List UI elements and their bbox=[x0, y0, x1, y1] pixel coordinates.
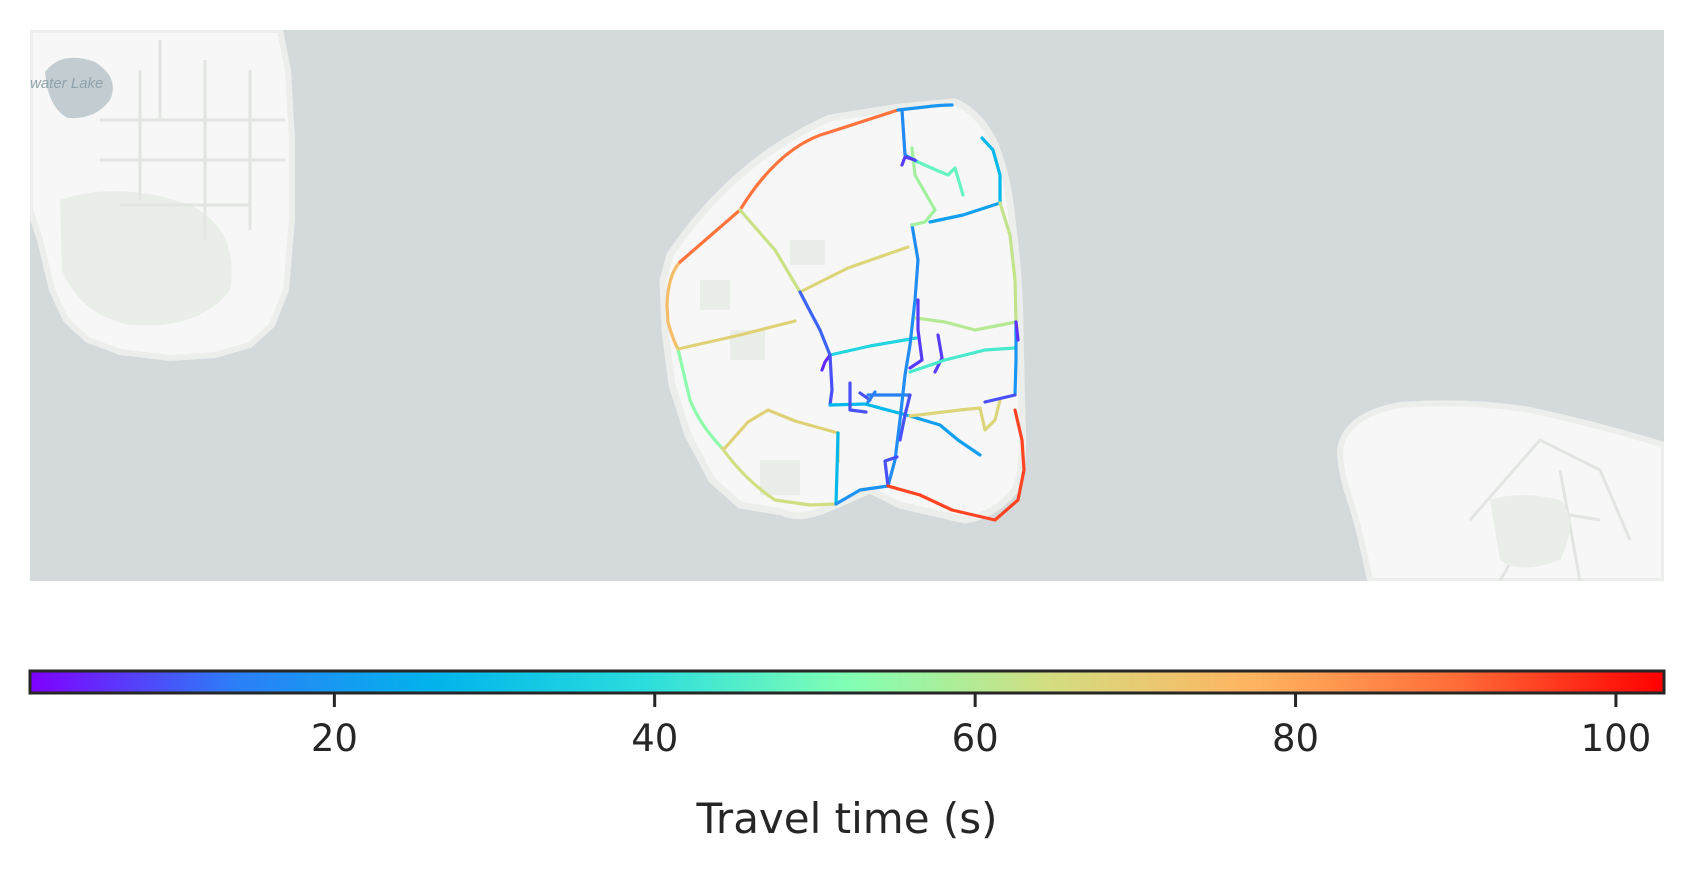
network-edge bbox=[933, 333, 944, 374]
network-edge bbox=[900, 155, 917, 167]
colorbar-tick-label: 80 bbox=[1272, 717, 1319, 760]
network-edge bbox=[665, 260, 682, 351]
network-edge bbox=[928, 201, 1002, 224]
network-edge bbox=[820, 353, 832, 372]
network-edge bbox=[678, 108, 900, 264]
network-edge bbox=[828, 353, 834, 407]
colorbar-gradient bbox=[28, 669, 1666, 695]
right-park-area bbox=[1490, 495, 1570, 568]
colorbar-tick-label: 60 bbox=[952, 717, 999, 760]
network-edge bbox=[910, 146, 937, 227]
network-edge bbox=[883, 455, 899, 488]
network-edge bbox=[898, 393, 912, 442]
network-edge bbox=[983, 393, 1017, 404]
right-island bbox=[1336, 400, 1664, 581]
network-edge bbox=[828, 336, 918, 357]
network-edge bbox=[834, 431, 840, 506]
network-edge bbox=[676, 319, 797, 351]
colorbar: 20 40 60 80 100 Travel time (s) bbox=[28, 669, 1666, 843]
network-edge bbox=[834, 484, 890, 506]
network-edge bbox=[720, 446, 838, 507]
network-edge bbox=[798, 245, 910, 294]
colorbar-ticks: 20 40 60 80 100 bbox=[311, 693, 1651, 760]
network-edge bbox=[914, 316, 1018, 332]
lake-label: water Lake bbox=[30, 75, 103, 92]
network-edge bbox=[908, 414, 982, 457]
network-edge bbox=[886, 223, 920, 488]
road-network bbox=[665, 103, 1026, 522]
network-edge bbox=[908, 346, 1017, 374]
colorbar-tick-label: 100 bbox=[1581, 717, 1652, 760]
network-edge bbox=[908, 298, 924, 370]
network-edge bbox=[998, 201, 1018, 324]
network-edge bbox=[828, 402, 912, 418]
colorbar-tick-label: 40 bbox=[631, 717, 678, 760]
colorbar-tick-label: 20 bbox=[311, 717, 358, 760]
network-edge bbox=[896, 103, 954, 112]
network-edge bbox=[886, 408, 1026, 522]
left-island-roads bbox=[100, 40, 285, 240]
network-edge bbox=[908, 398, 1002, 432]
network-edge bbox=[676, 347, 724, 450]
lake-area bbox=[45, 57, 113, 119]
network-edge bbox=[723, 408, 840, 450]
colorbar-label: Travel time (s) bbox=[695, 794, 997, 843]
network-edge bbox=[798, 290, 832, 357]
network-edge bbox=[1014, 320, 1020, 342]
network-edge bbox=[980, 136, 1002, 205]
basemap: water Lake bbox=[30, 30, 1664, 581]
network-edge bbox=[738, 208, 802, 294]
network-edge bbox=[916, 160, 965, 197]
left-park-area bbox=[60, 191, 232, 326]
